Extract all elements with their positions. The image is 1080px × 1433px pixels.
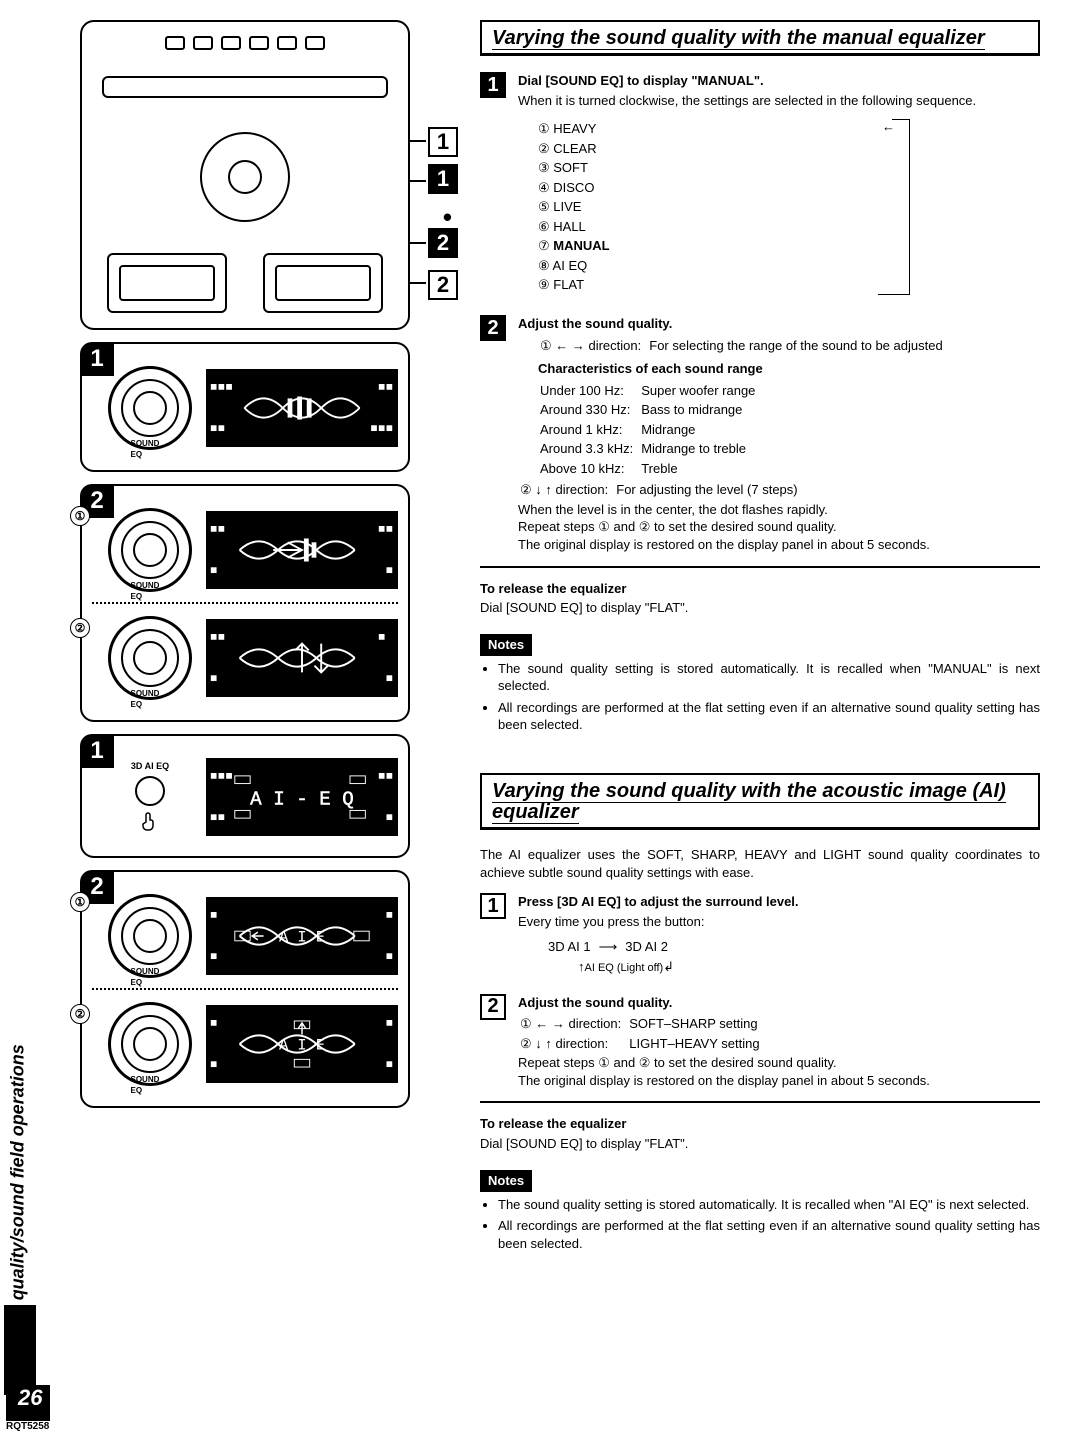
seq-item: ⑤ LIVE: [538, 197, 1040, 217]
note-item: The sound quality setting is stored auto…: [498, 1196, 1040, 1214]
panel-ai-adjust: 2 ① SOUND EQ A I E ② SOUND EQ A I E: [80, 870, 410, 1108]
seq-item: ⑨ FLAT: [538, 275, 1040, 295]
display-ai-eq: A I - E Q: [206, 758, 398, 836]
svg-text:A I E: A I E: [279, 929, 325, 947]
seq-item: ① HEAVY: [538, 119, 1040, 139]
display-eq-range: [206, 511, 398, 589]
note-item: All recordings are performed at the flat…: [498, 1217, 1040, 1252]
stereo-callout-2-outline: 2: [428, 270, 458, 300]
seq-item: ② CLEAR: [538, 139, 1040, 159]
sec1-release-head: To release the equalizer: [480, 580, 1040, 598]
section2-title: Varying the sound quality with the acous…: [480, 773, 1040, 830]
stereo-callout-1-outline: 1: [428, 127, 458, 157]
panel-eq-adjust: 2 ① SOUND EQ ② SOUND EQ: [80, 484, 410, 722]
char-row: Around 330 Hz:Bass to midrange: [540, 401, 761, 419]
sound-eq-dial-icon: SOUND EQ: [108, 1002, 192, 1086]
sound-range-table: Under 100 Hz:Super woofer rangeAround 33…: [538, 380, 763, 480]
seq-item: ④ DISCO: [538, 178, 1040, 198]
seq-item: ⑥ HALL: [538, 217, 1040, 237]
ai-eq-button-icon: 3D AI EQ: [108, 760, 192, 834]
panel2-circ-2: ②: [70, 618, 90, 638]
char-row: Above 10 kHz:Treble: [540, 460, 761, 478]
notes-tag: Notes: [480, 634, 532, 656]
sound-eq-dial-icon: SOUND EQ: [108, 366, 192, 450]
svg-text:A I - E Q: A I - E Q: [250, 789, 354, 811]
panel3-badge: 1: [80, 734, 114, 768]
note-item: The sound quality setting is stored auto…: [498, 660, 1040, 695]
panel4-circ-2: ②: [70, 1004, 90, 1024]
panel4-circ-1: ①: [70, 892, 90, 912]
sec2-step2: 2 Adjust the sound quality. ① ← → direct…: [480, 994, 1040, 1090]
stereo-callout-1-dark: 1: [428, 164, 458, 194]
sound-eq-dial-icon: SOUND EQ: [108, 616, 192, 700]
sec2-notes: The sound quality setting is stored auto…: [480, 1196, 1040, 1253]
stereo-illustration: 1 1 • 2 2: [80, 20, 410, 330]
right-text-column: Varying the sound quality with the manua…: [480, 20, 1050, 1256]
char-row: Around 1 kHz:Midrange: [540, 421, 761, 439]
ai-sequence: 3D AI 1⟶3D AI 2 ↑AI EQ (Light off)↲: [548, 938, 1040, 975]
seq-item: ③ SOFT: [538, 158, 1040, 178]
note-item: All recordings are performed at the flat…: [498, 699, 1040, 734]
svg-text:A I E: A I E: [279, 1037, 325, 1055]
char-row: Around 3.3 kHz:Midrange to treble: [540, 440, 761, 458]
display-eq-level: [206, 619, 398, 697]
sec1-step1: 1 Dial [SOUND EQ] to display "MANUAL". W…: [480, 72, 1040, 305]
sec1-step2: 2 Adjust the sound quality. ① ← → direct…: [480, 315, 1040, 554]
side-black-tab: [4, 1305, 36, 1395]
sec1-notes: The sound quality setting is stored auto…: [480, 660, 1040, 734]
hand-press-icon: [138, 810, 162, 834]
panel1-badge: 1: [80, 342, 114, 376]
page-number: 26: [18, 1383, 42, 1413]
panel-ai-press: 1 3D AI EQ A I - E Q: [80, 734, 410, 858]
sound-eq-dial-icon: SOUND EQ: [108, 508, 192, 592]
section1-title: Varying the sound quality with the manua…: [480, 20, 1040, 56]
char-row: Under 100 Hz:Super woofer range: [540, 382, 761, 400]
stereo-callout-2-dark: 2: [428, 228, 458, 258]
display-eq-preset: [206, 369, 398, 447]
seq-item: ⑦ MANUAL: [538, 236, 1040, 256]
sound-eq-dial-icon: SOUND EQ: [108, 894, 192, 978]
sec2-step1: 1 Press [3D AI EQ] to adjust the surroun…: [480, 893, 1040, 983]
sec2-release-head: To release the equalizer: [480, 1115, 1040, 1133]
seq-item: ⑧ AI EQ: [538, 256, 1040, 276]
panel-eq-preset: 1 SOUND EQ: [80, 342, 410, 472]
display-ai-horiz: A I E: [206, 897, 398, 975]
display-ai-vert: A I E: [206, 1005, 398, 1083]
eq-sequence-list: ① HEAVY② CLEAR③ SOFT④ DISCO⑤ LIVE⑥ HALL⑦…: [538, 115, 1040, 299]
notes-tag: Notes: [480, 1170, 532, 1192]
panel2-circ-1: ①: [70, 506, 90, 526]
left-illustrations: 1 1 • 2 2 1 SOUND EQ 2 ① SOUND: [0, 20, 460, 1256]
